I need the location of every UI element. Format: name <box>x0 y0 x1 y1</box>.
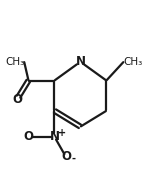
Text: O: O <box>61 151 71 163</box>
Text: +: + <box>58 128 66 138</box>
Text: O: O <box>24 130 34 143</box>
Text: N: N <box>49 130 59 143</box>
Text: O: O <box>12 93 22 106</box>
Text: -: - <box>71 153 75 163</box>
Text: CH₃: CH₃ <box>5 57 24 67</box>
Text: CH₃: CH₃ <box>124 57 143 67</box>
Text: N: N <box>75 55 85 68</box>
